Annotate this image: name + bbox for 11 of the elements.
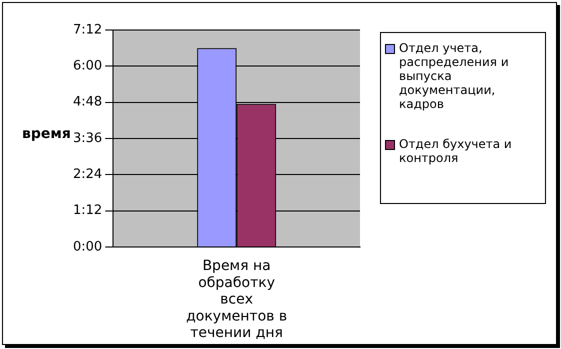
y-tick-label: 1:12 bbox=[72, 203, 102, 218]
y-tick-label: 6:00 bbox=[72, 58, 102, 74]
y-tick-label: 3:36 bbox=[72, 130, 102, 146]
text: Отдел учета, распределения и выпуска документации, кадров bbox=[399, 41, 510, 111]
y-tick-label: 2:24 bbox=[72, 167, 102, 182]
y-tick-label: 0:00 bbox=[72, 239, 102, 254]
y-axis-title: время bbox=[22, 126, 71, 142]
y-tick-label: 4:48 bbox=[72, 94, 102, 110]
legend-label: Отдел бухучета и контроля bbox=[399, 137, 513, 165]
y-tick-label: 7:12 bbox=[72, 22, 102, 38]
x-tick-label: Время на обработку всех документов в течении дня bbox=[186, 258, 288, 342]
